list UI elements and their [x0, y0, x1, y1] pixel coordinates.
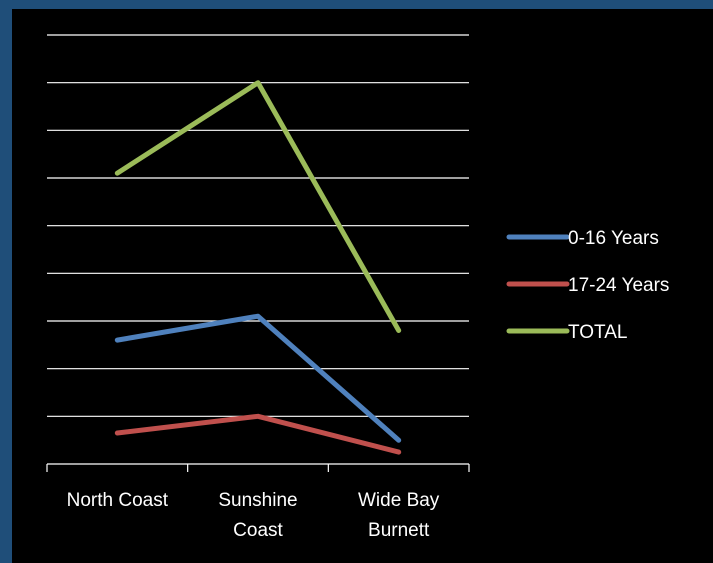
series-line-0: [117, 316, 398, 440]
legend-item: 17-24 Years: [509, 275, 669, 296]
series-line-1: [117, 416, 398, 452]
legend-item: TOTAL: [509, 322, 627, 343]
x-tick-label: North Coast: [67, 490, 169, 511]
x-tick-label: Sunshine Coast: [218, 490, 297, 541]
legend: 0-16 Years 17-24 Years TOTAL: [509, 228, 669, 343]
x-tick-labels: North Coast Sunshine Coast Wide Bay Burnett: [67, 490, 440, 541]
series-lines: [117, 83, 399, 453]
legend-label: TOTAL: [568, 322, 627, 343]
chart-frame: North Coast Sunshine Coast Wide Bay Burnett …: [12, 9, 713, 563]
legend-label: 0-16 Years: [568, 228, 659, 249]
legend-label: 17-24 Years: [568, 275, 669, 296]
gridlines: [47, 35, 469, 416]
legend-item: 0-16 Years: [509, 228, 659, 249]
series-line-2: [117, 83, 398, 331]
x-tick-label: Wide Bay Burnett: [358, 490, 440, 541]
x-axis: [47, 464, 469, 472]
